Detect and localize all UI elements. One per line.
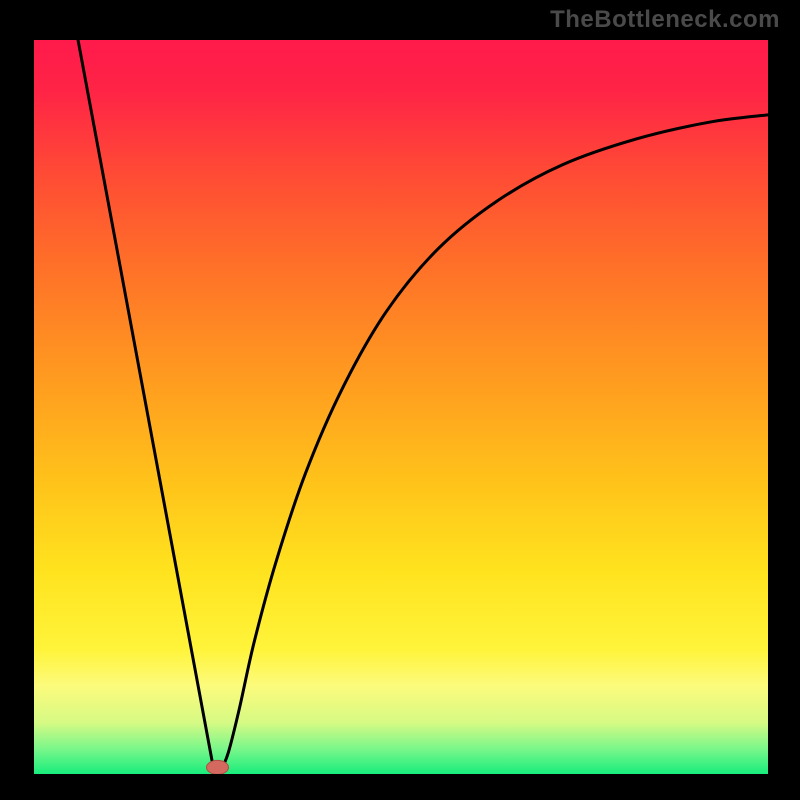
gradient-background	[34, 40, 768, 774]
watermark-text: TheBottleneck.com	[550, 6, 780, 34]
plot-frame	[30, 36, 772, 778]
